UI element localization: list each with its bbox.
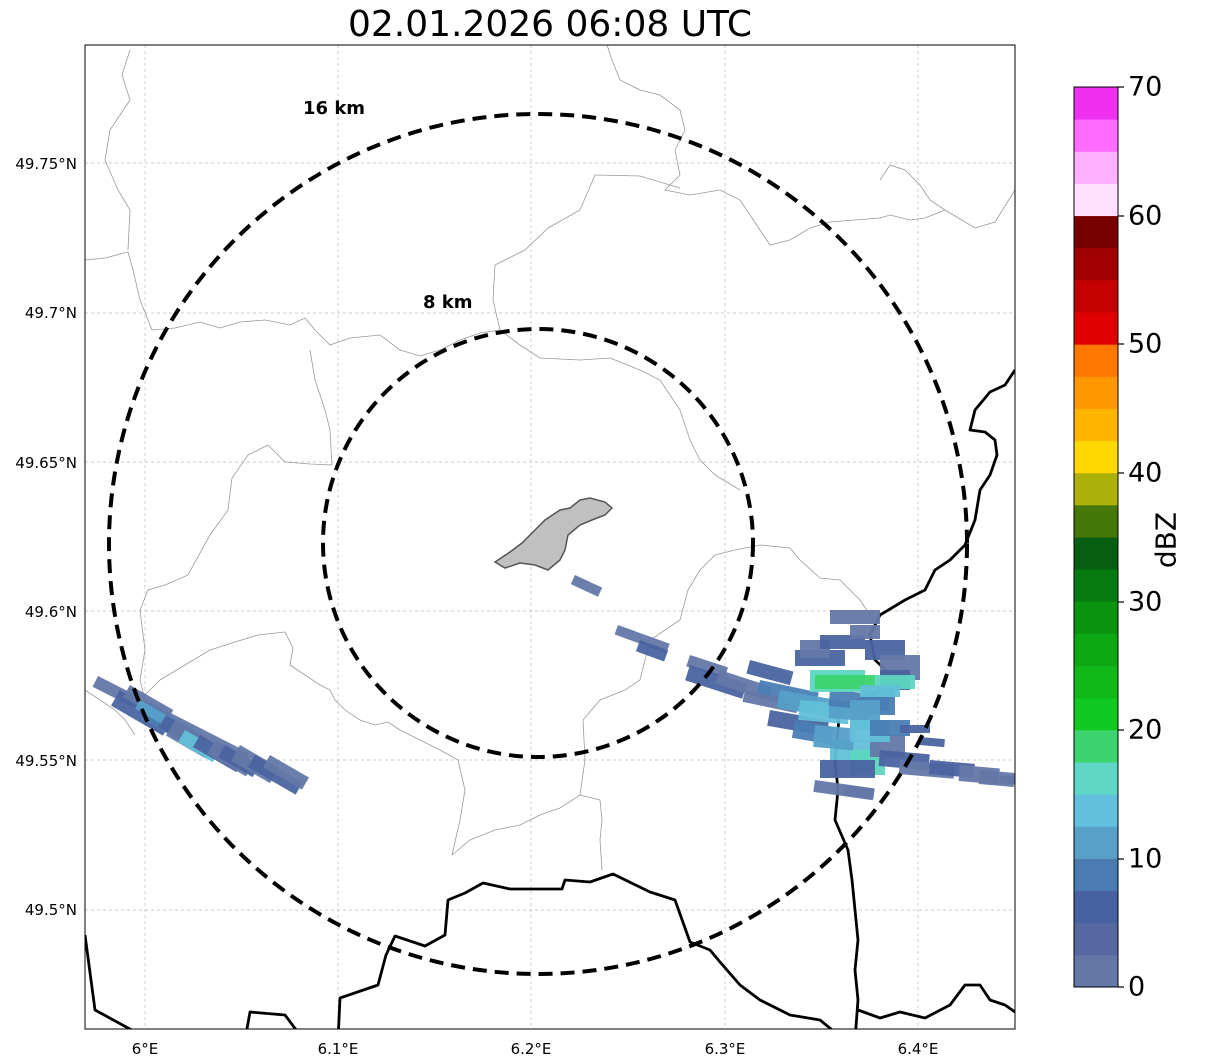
colorbar-segment xyxy=(1074,504,1118,538)
colorbar-segment xyxy=(1074,151,1118,184)
colorbar-segment xyxy=(1074,826,1118,859)
lat-tick-label: 49.7°N xyxy=(24,304,77,322)
echo-cell xyxy=(686,655,729,679)
lat-tick-label: 49.6°N xyxy=(24,603,77,621)
colorbar-tick-label: 70 xyxy=(1128,71,1163,103)
echo-cell xyxy=(570,575,603,597)
colorbar-segment xyxy=(1074,890,1118,924)
colorbar-segment xyxy=(1074,858,1118,892)
colorbar-segment xyxy=(1074,376,1118,409)
lon-tick-label: 6.1°E xyxy=(317,1040,359,1058)
colorbar-segment xyxy=(1074,665,1118,699)
lat-tick-label: 49.55°N xyxy=(15,752,77,770)
colorbar-tick-label: 20 xyxy=(1128,714,1163,746)
colorbar-segment xyxy=(1074,569,1118,602)
colorbar-segment xyxy=(1074,601,1118,634)
echo-cell xyxy=(263,755,309,790)
echo-cell xyxy=(850,625,880,639)
echo-cell xyxy=(919,736,945,748)
radar-reflectivity-echoes xyxy=(92,575,1015,801)
echo-cell xyxy=(746,660,794,686)
colorbar-segment xyxy=(1074,87,1118,120)
echo-cell xyxy=(135,700,166,724)
ring-label-16km: 16 km xyxy=(303,98,366,119)
lon-tick-label: 6.3°E xyxy=(704,1040,746,1058)
colorbar-segment xyxy=(1074,472,1118,506)
colorbar-tick-label: 0 xyxy=(1128,971,1146,1003)
colorbar-segment xyxy=(1074,215,1118,249)
colorbar-segment xyxy=(1074,633,1118,667)
echo-cell xyxy=(248,755,303,795)
colorbar-tick-label: 60 xyxy=(1128,200,1163,232)
map-title: 02.01.2026 06:08 UTC xyxy=(347,4,753,45)
map-frame xyxy=(84,44,1016,1030)
echo-cell xyxy=(820,760,875,778)
municipal-boundaries xyxy=(85,45,1015,871)
lon-tick-label: 6°E xyxy=(131,1040,159,1058)
echo-cell xyxy=(813,724,855,751)
graticule xyxy=(85,45,1015,1029)
colorbar-tick-label: 50 xyxy=(1128,328,1163,360)
colorbar-tick-label: 40 xyxy=(1128,457,1163,489)
colorbar-segment xyxy=(1074,440,1118,474)
colorbar-tick-label: 30 xyxy=(1128,586,1163,618)
colorbar-segment xyxy=(1074,279,1118,313)
colorbar-segment xyxy=(1074,794,1118,827)
range-ring-16km xyxy=(107,112,969,976)
colorbar-segment xyxy=(1074,312,1118,345)
echo-cell xyxy=(860,685,900,697)
lon-tick-label: 6.4°E xyxy=(897,1040,939,1058)
echo-cell xyxy=(685,665,748,699)
echo-cell xyxy=(635,640,669,662)
colorbar-segment xyxy=(1074,954,1118,988)
colorbar xyxy=(1074,87,1118,988)
lat-tick-label: 49.75°N xyxy=(15,155,77,173)
echo-cell xyxy=(900,725,930,733)
colorbar-segment xyxy=(1074,344,1118,377)
city-area xyxy=(493,497,614,571)
echo-cell xyxy=(843,785,875,800)
colorbar-segment xyxy=(1074,537,1118,570)
colorbar-segment xyxy=(1074,247,1118,281)
range-ring-8km xyxy=(321,327,755,759)
echo-cell xyxy=(830,610,880,624)
lat-tick-label: 49.65°N xyxy=(15,454,77,472)
colorbar-segment xyxy=(1074,729,1118,763)
colorbar-segment xyxy=(1074,697,1118,731)
colorbar-tick-label: 10 xyxy=(1128,843,1163,875)
colorbar-segment xyxy=(1074,408,1118,442)
colorbar-segment xyxy=(1074,762,1118,795)
colorbar-segment xyxy=(1074,922,1118,956)
colorbar-segment xyxy=(1074,119,1118,152)
colorbar-label: dBZ xyxy=(1149,511,1183,569)
lon-tick-label: 6.2°E xyxy=(510,1040,552,1058)
colorbar-frame xyxy=(1073,86,1119,988)
lat-tick-label: 49.5°N xyxy=(24,901,77,919)
colorbar-segment xyxy=(1074,183,1118,217)
ring-label-8km: 8 km xyxy=(423,292,473,313)
